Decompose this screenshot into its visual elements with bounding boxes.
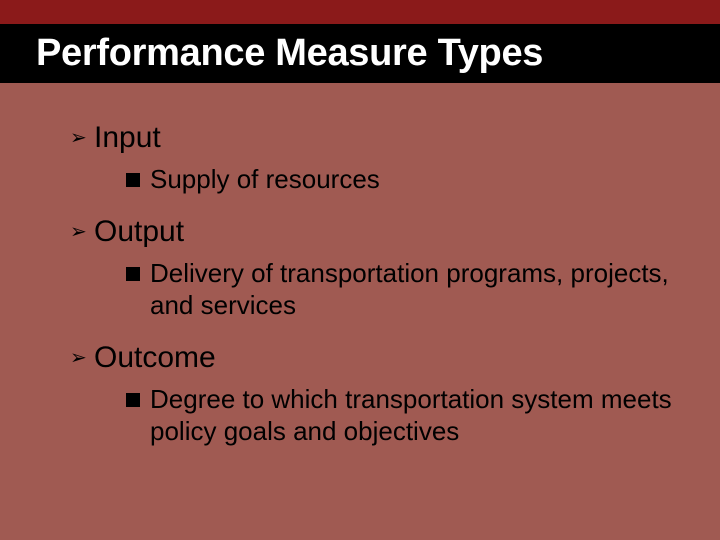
list-item: Delivery of transportation programs, pro… (70, 257, 680, 321)
header-band (0, 0, 720, 24)
level1-label: Input (94, 119, 161, 157)
title-bar: Performance Measure Types (0, 24, 720, 83)
arrow-bullet-icon: ➢ (70, 213, 94, 251)
slide-content: ➢ Input Supply of resources ➢ Output Del… (0, 83, 720, 447)
list-item: ➢ Outcome (70, 339, 680, 377)
level2-label: Delivery of transportation programs, pro… (150, 257, 680, 321)
square-bullet-icon (126, 173, 140, 187)
arrow-bullet-icon: ➢ (70, 339, 94, 377)
level2-label: Degree to which transportation system me… (150, 383, 680, 447)
square-bullet-icon (126, 267, 140, 281)
slide-title: Performance Measure Types (0, 32, 720, 75)
list-item: Supply of resources (70, 163, 680, 195)
list-item: ➢ Output (70, 213, 680, 251)
list-item: ➢ Input (70, 119, 680, 157)
level1-label: Outcome (94, 339, 216, 377)
square-bullet-icon (126, 393, 140, 407)
level1-label: Output (94, 213, 184, 251)
arrow-bullet-icon: ➢ (70, 119, 94, 157)
level2-label: Supply of resources (150, 163, 380, 195)
list-item: Degree to which transportation system me… (70, 383, 680, 447)
